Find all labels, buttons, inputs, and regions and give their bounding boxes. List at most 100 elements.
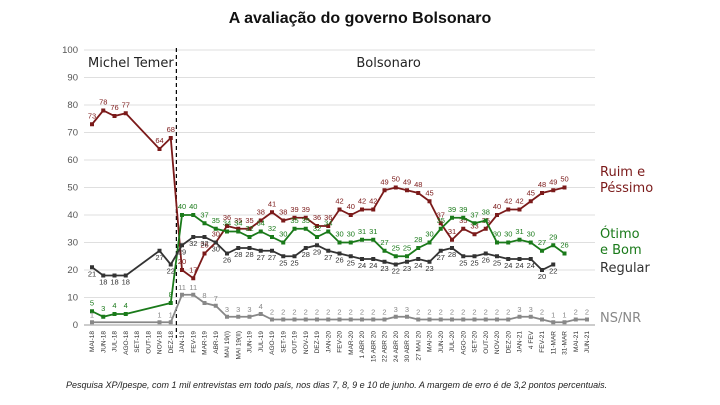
data-point [427,240,432,245]
data-label: 30 [279,230,287,239]
data-label: 25 [459,258,467,267]
data-point [438,317,443,322]
data-label: 35 [212,216,220,225]
data-label: 32 [268,224,276,233]
data-label: 11 [178,283,186,292]
x-tick-label: JAN-20 [325,331,332,353]
data-label: 2 [382,308,386,317]
data-point [573,317,578,322]
data-point [112,312,117,316]
y-tick-label: 80 [67,100,78,111]
data-point [191,235,196,239]
data-point [450,246,454,250]
data-label: 39 [459,205,467,214]
data-point [315,317,319,322]
data-point [112,273,117,278]
data-label: 34 [223,219,231,228]
data-label: 36 [324,213,332,222]
data-label: 28 [234,250,242,259]
data-point [348,240,353,245]
data-point [348,213,353,217]
data-point [528,257,533,261]
x-tick-label: 31-MAR [562,331,569,355]
series-name-line: Péssimo [600,181,653,196]
data-point [202,221,207,226]
data-label: 30 [335,230,343,239]
data-point [517,257,522,261]
data-point [371,237,376,242]
x-tick-label: SET-18 [134,331,141,353]
data-point [405,314,409,319]
data-point [270,317,274,322]
data-label: 27 [437,253,445,262]
data-point [258,248,263,253]
data-point [371,207,376,212]
data-point [180,268,184,272]
data-label: 38 [279,208,287,217]
data-label: 30 [504,230,512,239]
x-tick-label: JUN-21 [584,331,591,353]
series-name-line: Ruim e [600,165,645,180]
y-tick-label: 60 [67,155,78,166]
data-label: 41 [268,199,276,208]
series-name-label: Regular [600,261,651,276]
data-label: 45 [425,188,433,197]
data-point [472,232,477,237]
data-point [258,229,263,234]
data-point [281,317,286,322]
data-point [506,317,511,322]
data-point [191,276,196,281]
data-label: 4 [112,301,116,310]
data-label: 36 [313,213,321,222]
data-label: 26 [200,241,208,250]
data-point [461,317,466,322]
x-tick-label: JUN-19 [247,331,254,353]
data-label: 29 [313,247,321,256]
x-tick-label: JAN-21 [517,331,524,353]
x-tick-label: JAN-19 [179,331,186,353]
data-label: 49 [403,177,411,186]
data-point [495,254,499,259]
data-label: 25 [403,243,411,252]
data-label: 8 [202,291,206,300]
data-label: 18 [110,278,118,287]
data-label: 25 [470,258,478,267]
data-label: 32 [245,224,253,233]
data-point [472,317,477,322]
data-point [270,210,274,215]
data-point [315,224,319,228]
data-point [562,185,567,190]
data-label: 2 [585,308,589,317]
series-name-label: Ótimo e Bom [600,226,642,258]
data-label: 3 [247,305,251,314]
data-point [371,257,376,261]
data-point [483,317,488,322]
data-point [292,226,297,231]
data-label: 20 [538,272,546,281]
data-label: 39 [302,205,310,214]
y-tick-label: 90 [67,73,78,84]
data-point [213,303,218,308]
x-tick-label: 4 FEV [528,330,535,349]
data-point [416,191,421,195]
data-point [191,292,196,297]
data-point [360,257,364,261]
data-point [506,257,511,261]
data-label: 68 [167,125,175,134]
data-point [540,317,544,322]
x-tick-label: MAI 19(I) [224,331,231,358]
data-point [517,207,522,212]
data-label: 2 [427,308,431,317]
data-label: 22 [392,267,400,276]
data-point [326,224,331,228]
x-tick-label: NOV-18 [157,331,164,355]
data-point [393,314,398,319]
data-point [292,215,297,220]
data-label: 24 [369,261,377,270]
data-point [326,317,331,322]
data-label: 37 [200,210,208,219]
data-label: 32 [200,239,208,248]
